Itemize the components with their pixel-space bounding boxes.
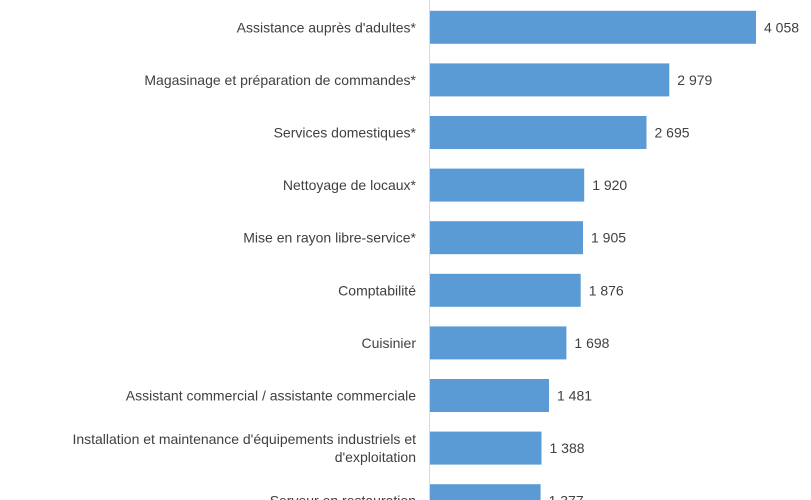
category-label: Comptabilité: [338, 282, 416, 298]
bar: [430, 168, 585, 202]
bar: [430, 379, 549, 412]
category-label: Magasinage et préparation de commandes*: [144, 72, 416, 88]
value-label: 1 481: [557, 388, 592, 404]
category-label: Assistance auprès d'adultes*: [237, 19, 417, 35]
bar: [430, 63, 670, 97]
category-label: Serveur en restauration: [270, 493, 416, 500]
category-label: Installation et maintenance d'équipement…: [72, 431, 416, 447]
bar: [430, 431, 542, 465]
value-label: 1 388: [550, 440, 585, 456]
bar: [430, 116, 647, 149]
value-label: 2 979: [677, 72, 712, 88]
bar: [430, 10, 756, 44]
bar: [430, 484, 541, 500]
category-label: d'exploitation: [335, 449, 416, 465]
bar: [430, 273, 581, 307]
category-label: Assistant commercial / assistante commer…: [126, 388, 416, 404]
value-label: 1 698: [574, 335, 609, 351]
value-label: 1 876: [589, 282, 624, 298]
value-label: 1 377: [549, 493, 584, 500]
bars-group: [430, 10, 756, 500]
category-label: Services domestiques*: [274, 125, 417, 141]
bar: [430, 326, 567, 360]
value-label: 2 695: [655, 125, 690, 141]
category-label: Mise en rayon libre-service*: [243, 230, 416, 246]
value-label: 4 058: [764, 19, 799, 35]
bar: [430, 221, 583, 255]
category-labels-group: Assistance auprès d'adultes* Magasinage e…: [72, 19, 416, 500]
category-label: Nettoyage de locaux*: [283, 177, 417, 193]
value-labels-group: 4 058 2 979 2 695 1 920 1 905 1 876 1 698 1 481…: [549, 19, 800, 500]
category-label: Cuisinier: [362, 335, 417, 351]
value-label: 1 920: [592, 177, 627, 193]
value-label: 1 905: [591, 230, 626, 246]
